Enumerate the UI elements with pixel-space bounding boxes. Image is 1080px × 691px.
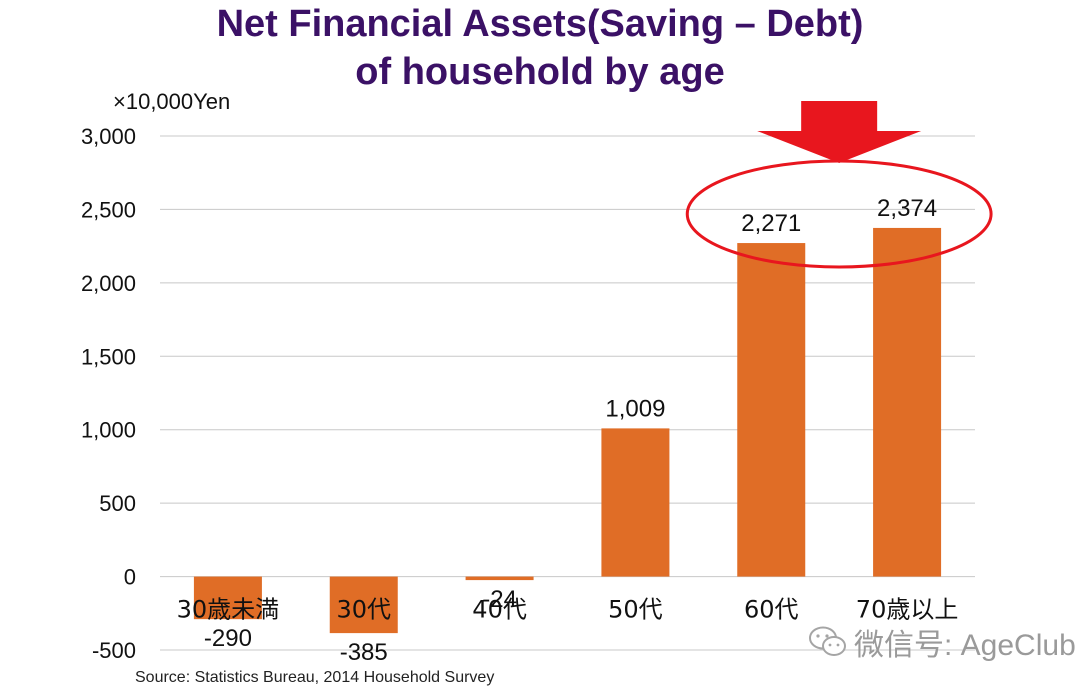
data-label: 2,271: [741, 210, 801, 237]
wechat-icon: [809, 626, 846, 656]
y-tick-label: 3,000: [81, 124, 136, 149]
data-label: -24: [482, 586, 517, 613]
x-tick-label: 50代: [608, 596, 663, 624]
y-tick-label: 1,500: [81, 344, 136, 369]
x-tick-label: 60代: [744, 596, 799, 624]
bar: [465, 576, 534, 581]
y-tick-label: 1,000: [81, 418, 136, 443]
highlight-ellipse: [685, 159, 993, 269]
watermark-text: 微信号: AgeClub: [854, 629, 1076, 662]
x-tick-label: 30歳未満: [177, 596, 280, 624]
bar: [873, 227, 942, 577]
chart-title-line-2: of household by age: [355, 51, 725, 93]
x-tick-label: 40代: [472, 596, 527, 624]
y-axis-unit-label: ×10,000Yen: [113, 89, 231, 114]
y-tick-label: 0: [124, 565, 136, 590]
bar: [601, 428, 670, 577]
data-label: -385: [340, 639, 388, 666]
bar: [737, 243, 806, 577]
x-tick-label: 30代: [336, 596, 391, 624]
source-note: Source: Statistics Bureau, 2014 Househol…: [135, 669, 495, 686]
bar: [329, 576, 398, 634]
y-tick-label: -500: [92, 638, 136, 663]
x-tick-label: 70歳以上: [856, 596, 959, 624]
data-label: 2,374: [877, 195, 937, 222]
data-label: 1,009: [605, 395, 665, 422]
data-label: -290: [204, 625, 252, 652]
highlight-arrow: [757, 101, 922, 163]
y-tick-label: 500: [99, 491, 136, 516]
watermark: 微信号: AgeClub: [808, 620, 1076, 664]
y-tick-label: 2,500: [81, 197, 136, 222]
bar: [193, 576, 262, 620]
y-tick-label: 2,000: [81, 271, 136, 296]
chart-title-line-1: Net Financial Assets(Saving – Debt): [216, 3, 864, 45]
